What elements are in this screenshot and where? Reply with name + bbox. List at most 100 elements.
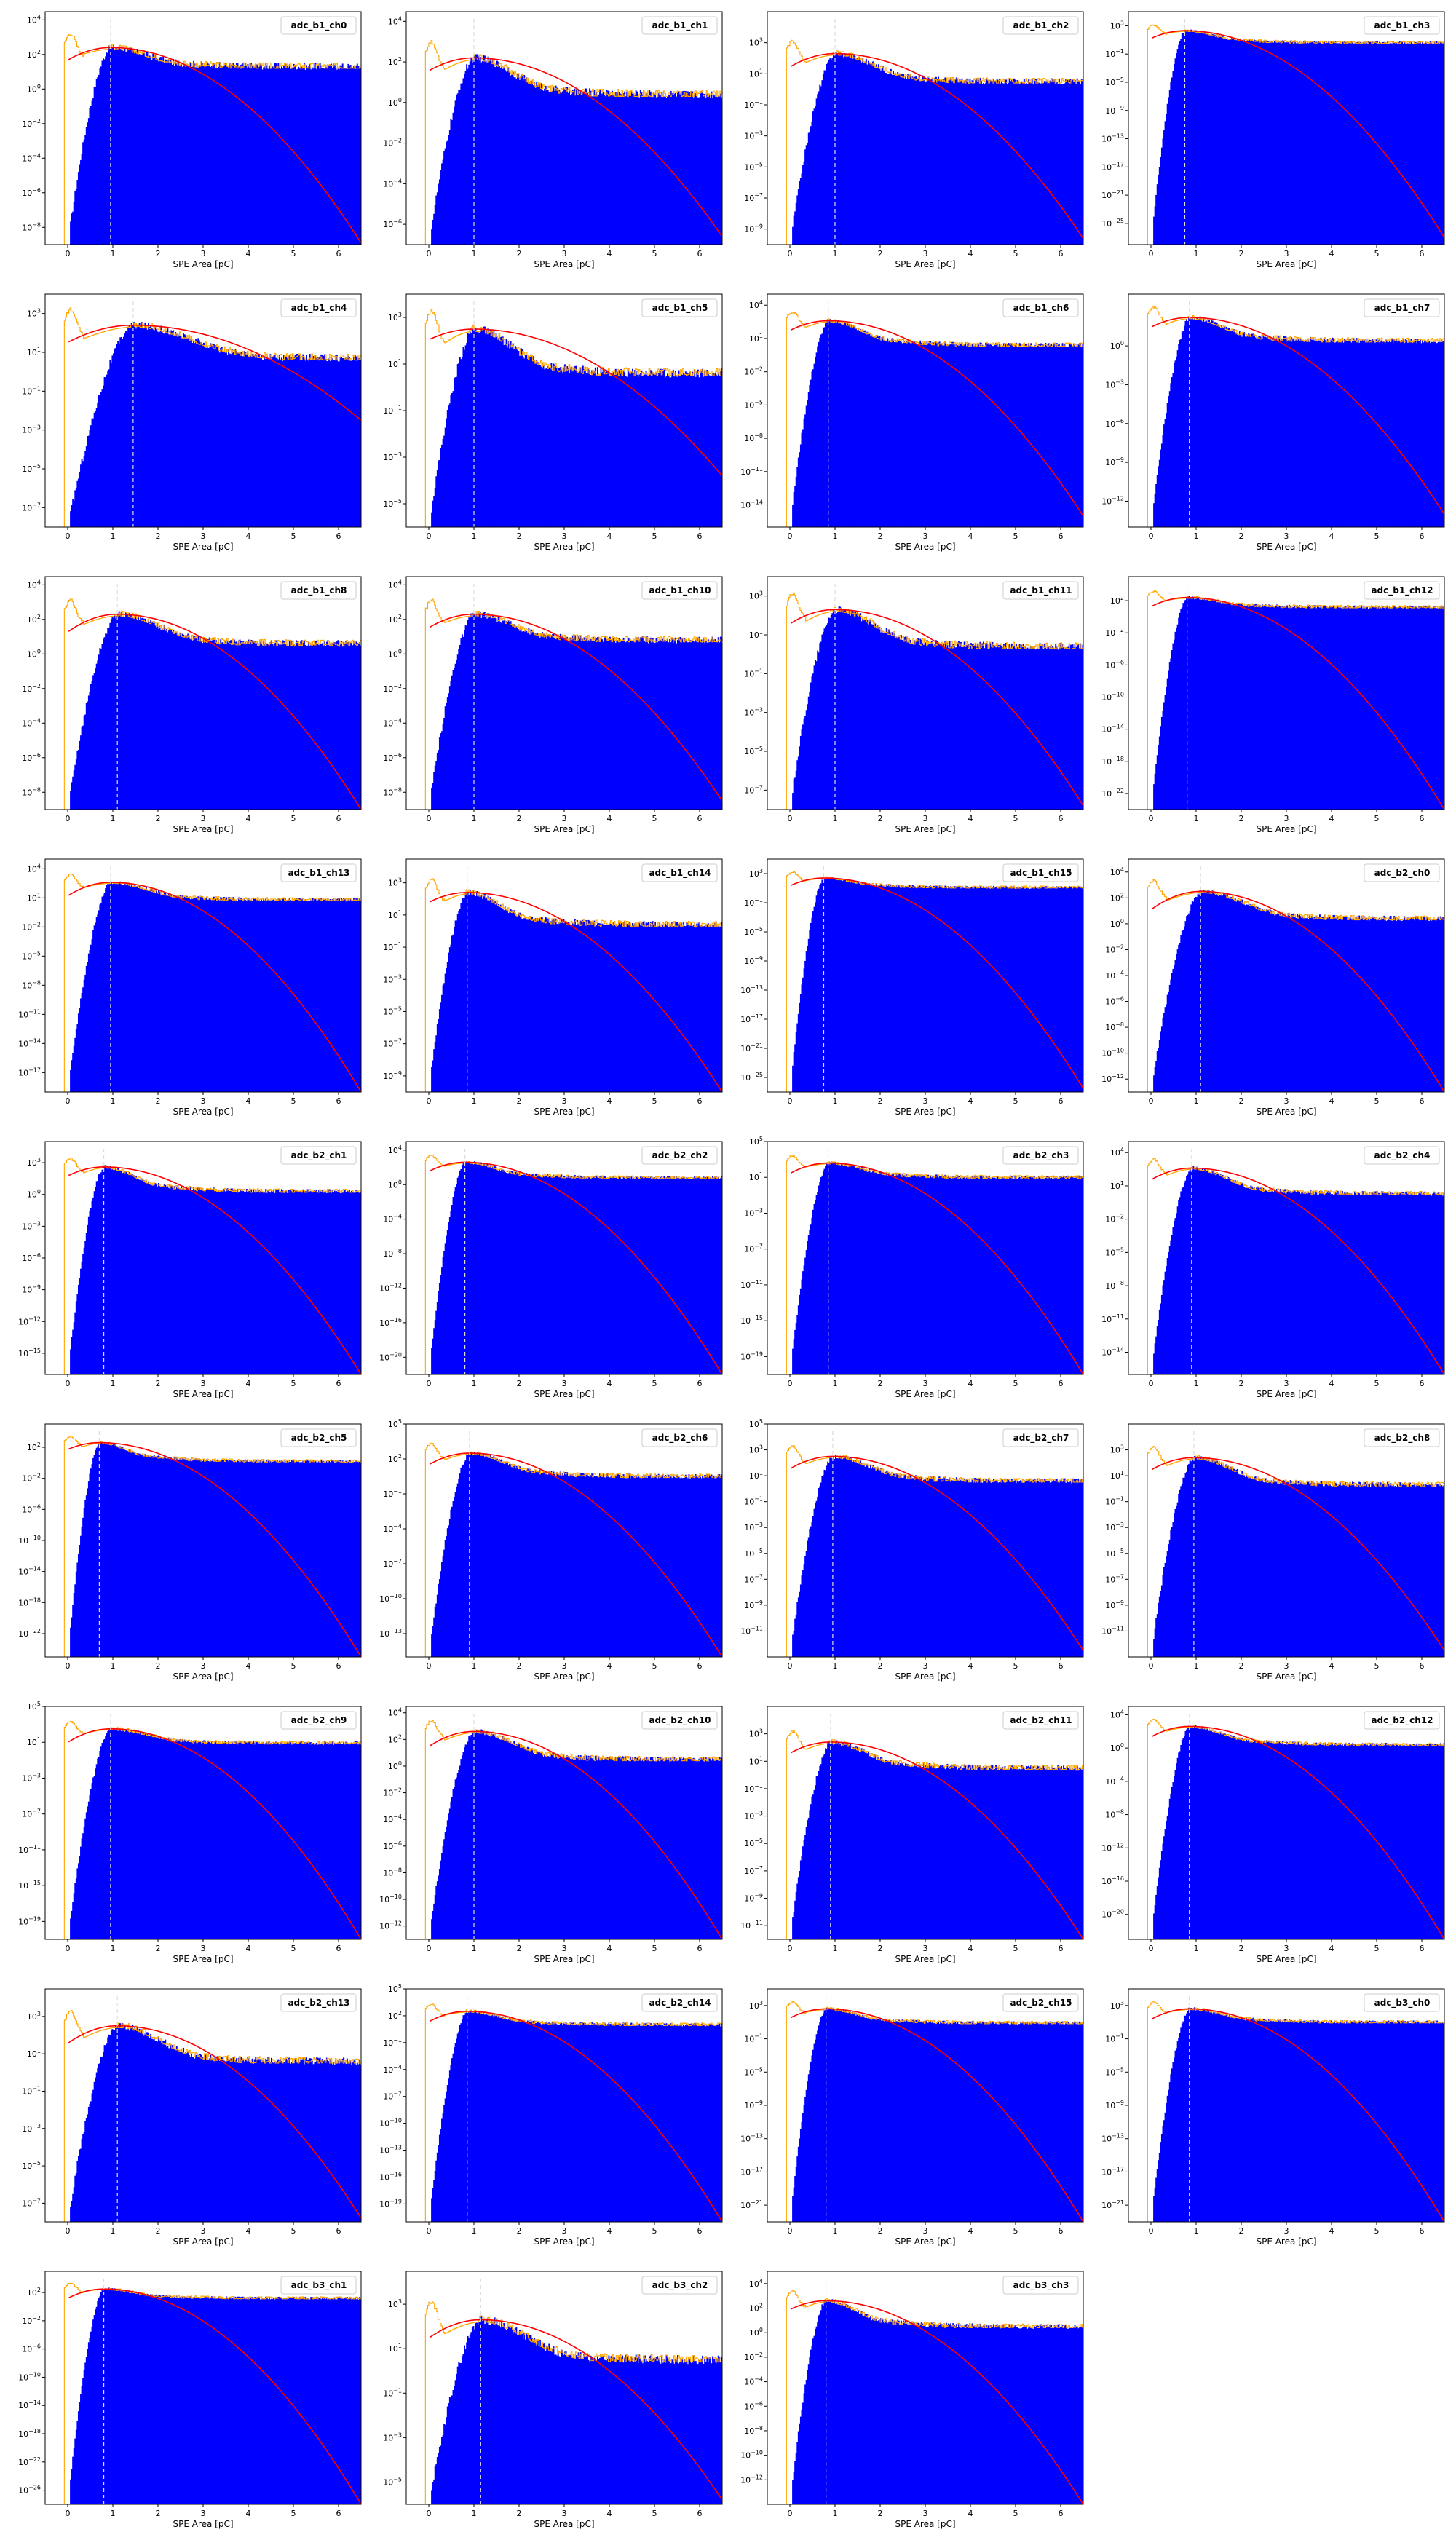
hist-bar <box>677 640 678 810</box>
hist-bar <box>170 330 172 527</box>
hist-bar <box>922 644 925 810</box>
hist-bar <box>204 898 206 1092</box>
hist-bar <box>949 640 951 810</box>
hist-bar <box>127 327 130 527</box>
hist-bar <box>938 644 941 810</box>
hist-bar <box>875 883 877 1092</box>
hist-bar <box>462 347 464 527</box>
hist-bar <box>1187 31 1189 245</box>
hist-bar <box>483 612 486 810</box>
hist-bar <box>930 79 933 245</box>
x-tick-label: 0 <box>66 249 71 258</box>
hist-bar <box>1278 914 1281 1092</box>
hist-bar <box>318 898 320 1092</box>
y-tick-label: 10−11 <box>740 466 763 477</box>
hist-bar <box>452 670 454 810</box>
hist-bar <box>1349 606 1351 810</box>
hist-bar <box>1186 31 1187 245</box>
hist-bar <box>810 682 812 810</box>
hist-bar <box>89 692 91 810</box>
x-tick-label: 1 <box>111 814 116 823</box>
hist-bar <box>844 879 847 1092</box>
hist-bar <box>173 633 175 810</box>
hist-bar <box>319 63 321 245</box>
hist-bar <box>1033 78 1035 245</box>
hist-bar <box>897 887 899 1092</box>
hist-bar <box>181 636 182 810</box>
hist-bar <box>558 90 561 245</box>
hist-bar <box>1338 341 1340 527</box>
hist-bar <box>446 410 448 527</box>
hist-bar <box>792 1065 794 1092</box>
hist-bar <box>1303 917 1305 1092</box>
hist-bar <box>992 81 994 245</box>
hist-bar <box>1238 39 1240 245</box>
hist-bar <box>103 377 106 527</box>
hist-bar <box>477 897 479 1092</box>
hist-bar <box>146 622 149 810</box>
hist-bar <box>1160 449 1162 527</box>
hist-bar <box>924 81 926 245</box>
hist-bar <box>1004 344 1006 527</box>
hist-bar <box>344 898 346 1092</box>
hist-bar <box>304 645 306 810</box>
hist-bar <box>1037 345 1039 527</box>
hist-bar <box>1354 43 1356 245</box>
hist-bar <box>1076 645 1078 810</box>
hist-bar <box>887 886 889 1092</box>
hist-bar <box>540 366 542 527</box>
hist-bar <box>458 649 460 810</box>
hist-bar <box>1289 604 1291 810</box>
hist-bar <box>1420 44 1423 245</box>
hist-bar <box>1066 887 1068 1092</box>
hist-bar <box>805 405 807 527</box>
hist-bar <box>844 879 846 1092</box>
hist-bar <box>959 885 961 1092</box>
hist-bar <box>1067 79 1069 245</box>
hist-bar <box>825 879 826 1092</box>
hist-bar <box>208 637 210 810</box>
hist-bar <box>1439 607 1441 810</box>
hist-bar <box>1170 658 1172 810</box>
hist-bar <box>247 63 249 245</box>
hist-bar <box>1170 383 1172 527</box>
hist-bar <box>793 215 795 245</box>
hist-bar <box>592 371 594 527</box>
hist-bar <box>179 66 181 245</box>
hist-bar <box>218 898 220 1092</box>
hist-bar <box>934 77 936 245</box>
hist-bar <box>823 628 826 810</box>
hist-bar <box>559 367 561 527</box>
hist-bar <box>571 371 574 527</box>
hist-bar <box>327 1190 329 1374</box>
hist-bar <box>1373 917 1375 1092</box>
hist-bar <box>1033 887 1035 1092</box>
hist-bar <box>493 330 495 527</box>
hist-bar <box>95 408 98 527</box>
hist-bar <box>1388 607 1390 810</box>
hist-bar <box>1377 919 1380 1092</box>
hist-bar <box>698 377 700 527</box>
hist-bar <box>589 88 591 245</box>
hist-bar <box>1214 600 1216 810</box>
hist-bar <box>1334 607 1337 810</box>
hist-bar <box>1246 336 1248 527</box>
hist-bar <box>670 642 672 810</box>
hist-bar <box>228 897 230 1092</box>
hist-bar <box>1174 360 1176 527</box>
hist-bar <box>125 884 127 1092</box>
hist-bar <box>300 360 302 527</box>
hist-bar <box>626 924 628 1092</box>
hist-bar <box>914 76 916 245</box>
hist-bar <box>515 347 518 527</box>
hist-bar <box>1314 605 1316 810</box>
hist-bar <box>1418 41 1420 245</box>
hist-bar <box>311 357 313 527</box>
hist-bar <box>240 64 242 245</box>
hist-bar <box>433 772 435 810</box>
hist-bar <box>630 641 633 810</box>
hist-bar <box>668 642 670 810</box>
hist-bar <box>1355 919 1357 1092</box>
hist-bar <box>963 887 965 1092</box>
hist-bar <box>797 189 799 245</box>
